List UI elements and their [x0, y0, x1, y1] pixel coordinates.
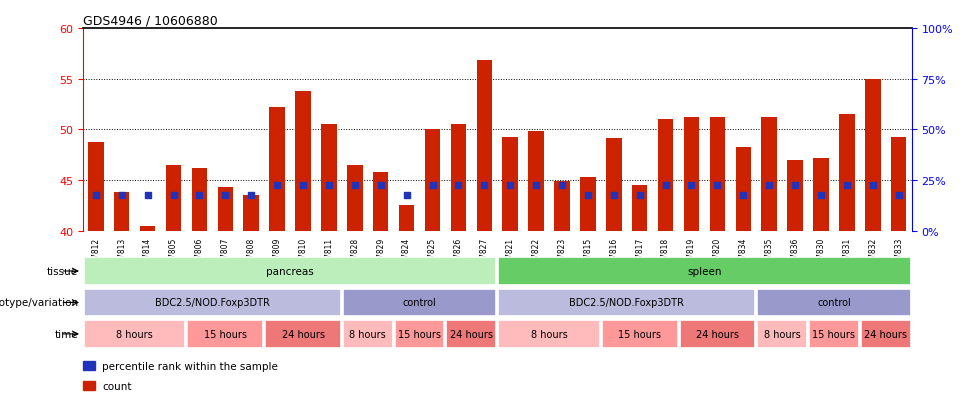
- Point: [606, 192, 622, 199]
- Bar: [139, 226, 155, 231]
- Point: [192, 192, 208, 199]
- Bar: [321, 125, 336, 231]
- Point: [528, 183, 544, 189]
- Point: [450, 183, 466, 189]
- Point: [710, 183, 725, 189]
- Bar: [554, 182, 569, 231]
- Text: count: count: [102, 381, 132, 391]
- Bar: [761, 118, 777, 231]
- Text: 8 hours: 8 hours: [349, 329, 386, 339]
- Bar: [166, 166, 181, 231]
- Point: [244, 192, 259, 199]
- Bar: [891, 137, 907, 231]
- Point: [295, 183, 311, 189]
- Text: 8 hours: 8 hours: [763, 329, 800, 339]
- Point: [372, 183, 388, 189]
- Text: percentile rank within the sample: percentile rank within the sample: [102, 361, 278, 371]
- Text: control: control: [817, 298, 851, 308]
- Point: [787, 183, 802, 189]
- Text: GDS4946 / 10606880: GDS4946 / 10606880: [83, 15, 217, 28]
- Point: [554, 183, 569, 189]
- Point: [865, 183, 880, 189]
- Bar: [477, 61, 492, 231]
- Bar: [114, 193, 130, 231]
- Point: [321, 183, 336, 189]
- Point: [425, 183, 441, 189]
- Point: [502, 183, 518, 189]
- Bar: [372, 173, 388, 231]
- Point: [347, 183, 363, 189]
- Point: [813, 192, 829, 199]
- Point: [658, 183, 674, 189]
- Bar: [269, 108, 285, 231]
- Bar: [88, 142, 103, 231]
- Bar: [813, 159, 829, 231]
- Text: 15 hours: 15 hours: [204, 329, 247, 339]
- Text: spleen: spleen: [687, 266, 722, 276]
- Text: 24 hours: 24 hours: [282, 329, 325, 339]
- Text: control: control: [403, 298, 437, 308]
- Text: BDC2.5/NOD.Foxp3DTR: BDC2.5/NOD.Foxp3DTR: [155, 298, 270, 308]
- Point: [580, 192, 596, 199]
- Bar: [528, 132, 544, 231]
- Text: genotype/variation: genotype/variation: [0, 298, 78, 308]
- Bar: [580, 178, 596, 231]
- Bar: [425, 130, 441, 231]
- Text: 24 hours: 24 hours: [864, 329, 907, 339]
- Point: [735, 192, 751, 199]
- Text: 15 hours: 15 hours: [812, 329, 855, 339]
- Bar: [710, 118, 725, 231]
- Bar: [192, 169, 207, 231]
- Point: [139, 192, 155, 199]
- Point: [683, 183, 699, 189]
- Point: [761, 183, 777, 189]
- Bar: [735, 147, 751, 231]
- Text: pancreas: pancreas: [266, 266, 314, 276]
- Point: [269, 183, 285, 189]
- Text: tissue: tissue: [47, 266, 78, 276]
- Point: [166, 192, 181, 199]
- Point: [839, 183, 855, 189]
- Bar: [683, 118, 699, 231]
- Text: 8 hours: 8 hours: [116, 329, 153, 339]
- Text: 15 hours: 15 hours: [398, 329, 441, 339]
- Bar: [450, 125, 466, 231]
- Bar: [217, 188, 233, 231]
- Bar: [839, 115, 855, 231]
- Text: time: time: [55, 329, 78, 339]
- Bar: [502, 137, 518, 231]
- Bar: [244, 196, 259, 231]
- Bar: [865, 79, 880, 231]
- Text: 24 hours: 24 hours: [696, 329, 739, 339]
- Bar: [347, 166, 363, 231]
- Point: [632, 192, 647, 199]
- Text: BDC2.5/NOD.Foxp3DTR: BDC2.5/NOD.Foxp3DTR: [569, 298, 684, 308]
- Text: 24 hours: 24 hours: [449, 329, 492, 339]
- Text: 8 hours: 8 hours: [530, 329, 567, 339]
- Text: 15 hours: 15 hours: [618, 329, 661, 339]
- Point: [891, 192, 907, 199]
- Point: [88, 192, 103, 199]
- Bar: [295, 92, 311, 231]
- Bar: [788, 160, 802, 231]
- Point: [114, 192, 130, 199]
- Bar: [606, 138, 622, 231]
- Bar: [658, 120, 674, 231]
- Bar: [399, 206, 414, 231]
- Point: [399, 192, 414, 199]
- Point: [217, 192, 233, 199]
- Bar: [632, 186, 647, 231]
- Point: [477, 183, 492, 189]
